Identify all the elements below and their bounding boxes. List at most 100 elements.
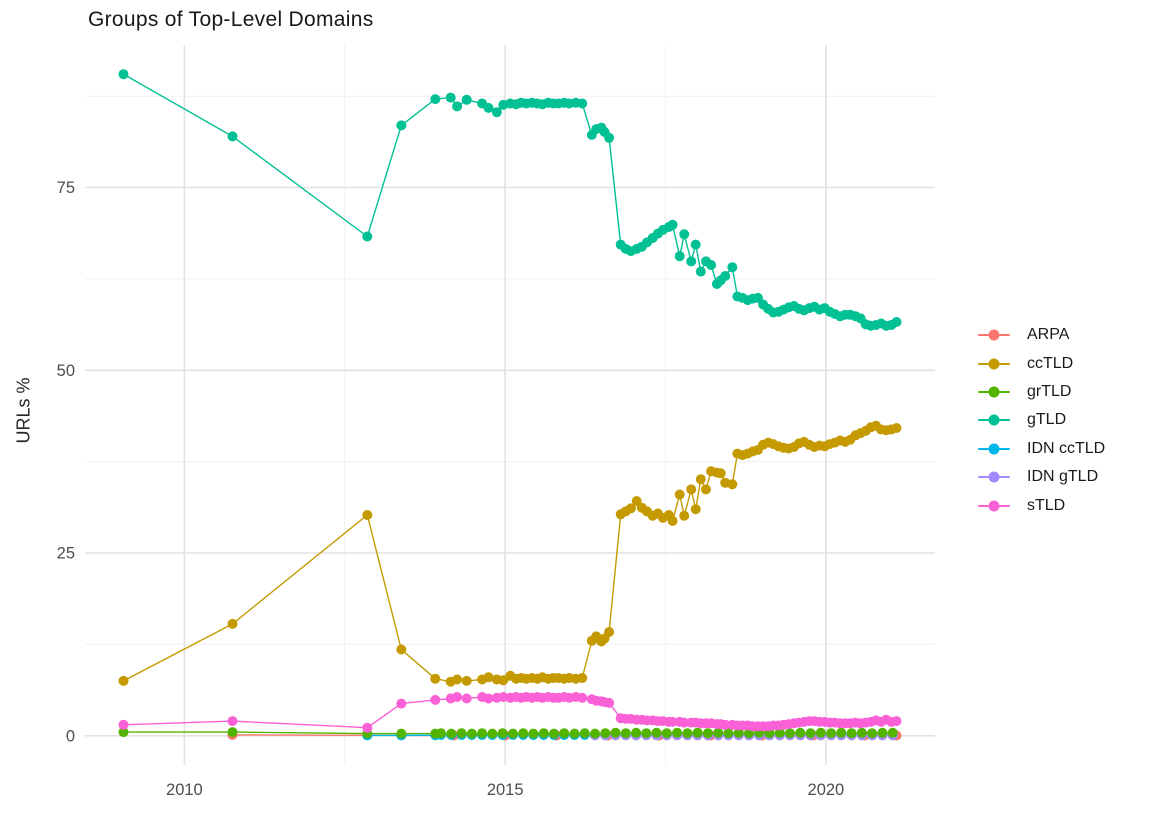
- data-point: [436, 728, 446, 739]
- legend-item-cctld: ccTLD: [978, 349, 1105, 377]
- data-point: [692, 727, 703, 738]
- data-point: [715, 468, 726, 479]
- data-point: [891, 317, 902, 327]
- data-point: [227, 131, 238, 142]
- legend-item-gtld: gTLD: [978, 406, 1105, 434]
- legend-key-dot: [988, 471, 1000, 483]
- legend-label: IDN ccTLD: [1027, 439, 1106, 457]
- data-point: [690, 504, 701, 515]
- data-point: [118, 719, 129, 730]
- data-point: [604, 697, 615, 708]
- data-point: [679, 510, 690, 521]
- data-point: [466, 728, 477, 739]
- data-point: [805, 728, 816, 739]
- y-tick-label: 0: [66, 727, 75, 745]
- data-point: [672, 727, 683, 738]
- data-point: [452, 674, 463, 685]
- legend-label: grTLD: [1027, 382, 1072, 400]
- legend-key-dot: [988, 443, 1000, 455]
- data-point: [483, 672, 494, 683]
- data-point: [661, 728, 672, 739]
- data-point: [785, 728, 795, 739]
- data-point: [720, 719, 731, 730]
- data-point: [396, 644, 407, 655]
- data-point: [118, 727, 129, 738]
- legend-key-dot: [988, 329, 1000, 341]
- legend-item-idn-cctld: IDN ccTLD: [978, 435, 1105, 463]
- x-tick-label: 2010: [166, 781, 203, 799]
- data-point: [430, 694, 441, 705]
- data-point: [227, 716, 238, 727]
- data-point: [362, 722, 373, 733]
- data-point: [362, 510, 373, 520]
- x-tick-label: 2015: [487, 781, 524, 799]
- legend-key-icon: [978, 414, 1010, 426]
- legend-key-dot: [988, 500, 1000, 512]
- series-stld: [118, 692, 902, 733]
- data-point: [507, 728, 518, 739]
- data-point: [430, 673, 441, 684]
- data-point: [682, 728, 693, 739]
- series-gtld: [118, 69, 902, 331]
- legend: ARPA ccTLD grTLD gTLD IDN ccTLD IDN gTLD sTLD: [978, 321, 1105, 520]
- legend-key-icon: [978, 471, 1010, 483]
- x-tick-label: 2020: [808, 781, 845, 799]
- data-point: [667, 219, 678, 230]
- legend-key-icon: [978, 386, 1010, 398]
- data-point: [396, 698, 407, 709]
- data-point: [118, 675, 129, 686]
- legend-key-icon: [978, 500, 1010, 512]
- data-point: [118, 69, 129, 80]
- data-point: [491, 107, 502, 118]
- data-point: [631, 727, 642, 738]
- legend-key-icon: [978, 443, 1010, 455]
- data-point: [723, 728, 734, 739]
- data-point: [461, 693, 472, 704]
- data-point: [815, 727, 826, 738]
- data-point: [690, 239, 701, 250]
- data-point: [674, 489, 685, 500]
- data-point: [538, 728, 549, 739]
- data-point: [727, 262, 738, 273]
- legend-key-dot: [988, 414, 1000, 426]
- data-point: [836, 727, 847, 738]
- y-tick-label: 50: [57, 362, 75, 380]
- data-point: [679, 717, 690, 728]
- data-point: [604, 627, 615, 637]
- legend-label: ARPA: [1027, 326, 1070, 344]
- data-point: [483, 102, 494, 113]
- data-point: [456, 728, 467, 739]
- legend-item-grtld: grTLD: [978, 378, 1105, 406]
- data-point: [579, 728, 590, 739]
- legend-key-icon: [978, 358, 1010, 370]
- data-point: [477, 728, 488, 739]
- data-point: [577, 98, 588, 109]
- data-point: [867, 728, 878, 739]
- data-point: [461, 94, 472, 105]
- data-point: [846, 728, 857, 739]
- data-point: [641, 728, 652, 739]
- data-point: [569, 728, 580, 739]
- data-point: [600, 728, 611, 739]
- data-point: [826, 728, 837, 739]
- data-point: [590, 728, 600, 739]
- legend-item-idn-gtld: IDN gTLD: [978, 463, 1105, 491]
- y-tick-label: 25: [57, 545, 75, 563]
- legend-label: sTLD: [1027, 496, 1066, 514]
- data-point: [887, 727, 898, 738]
- data-point: [667, 716, 678, 727]
- legend-label: IDN gTLD: [1027, 468, 1099, 486]
- data-point: [702, 728, 713, 739]
- data-point: [487, 728, 498, 739]
- data-point: [497, 728, 508, 739]
- data-point: [548, 728, 559, 739]
- legend-label: ccTLD: [1027, 354, 1074, 372]
- data-point: [452, 692, 463, 702]
- data-point: [651, 727, 662, 738]
- legend-key-dot: [988, 386, 1000, 398]
- data-point: [445, 92, 456, 103]
- data-point: [577, 673, 588, 683]
- data-point: [446, 728, 457, 739]
- series-grtld: [118, 727, 898, 739]
